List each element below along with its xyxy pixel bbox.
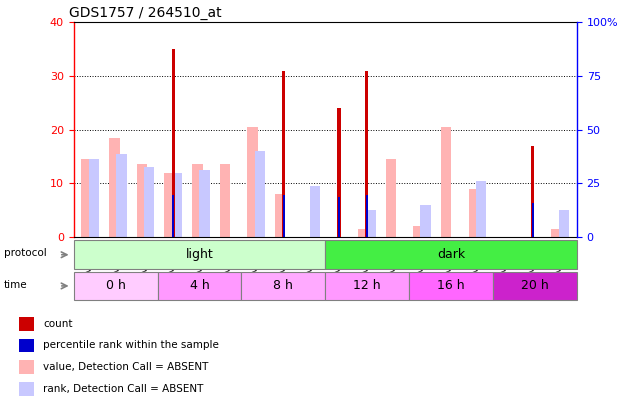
Bar <box>358 229 369 237</box>
Bar <box>172 195 174 237</box>
Bar <box>476 181 487 237</box>
Bar <box>19 339 34 352</box>
Bar <box>325 240 577 269</box>
Bar <box>469 189 479 237</box>
Text: percentile rank within the sample: percentile rank within the sample <box>44 341 219 350</box>
Bar <box>441 127 451 237</box>
Text: 20 h: 20 h <box>521 279 549 292</box>
Text: count: count <box>44 319 73 328</box>
Text: light: light <box>186 248 213 261</box>
Text: 8 h: 8 h <box>274 279 294 292</box>
Bar <box>420 205 431 237</box>
Bar <box>337 108 341 237</box>
Bar <box>338 197 340 237</box>
Text: 4 h: 4 h <box>190 279 210 292</box>
Bar <box>116 154 127 237</box>
Bar <box>172 49 175 237</box>
Bar <box>144 167 154 237</box>
Bar <box>531 202 533 237</box>
Text: GDS1757 / 264510_at: GDS1757 / 264510_at <box>69 6 221 20</box>
Text: dark: dark <box>437 248 465 261</box>
Bar <box>19 382 34 396</box>
Bar <box>137 164 147 237</box>
Bar <box>88 159 99 237</box>
Bar <box>365 210 376 237</box>
Text: 12 h: 12 h <box>353 279 381 292</box>
Bar <box>109 138 120 237</box>
Bar <box>192 164 203 237</box>
Bar <box>282 70 285 237</box>
Bar <box>531 146 535 237</box>
Bar <box>220 164 230 237</box>
Bar <box>386 159 396 237</box>
Bar <box>19 317 34 330</box>
Text: 0 h: 0 h <box>106 279 126 292</box>
Bar <box>164 173 175 237</box>
Text: protocol: protocol <box>4 248 46 258</box>
Bar <box>172 173 182 237</box>
Bar <box>275 194 285 237</box>
Bar <box>493 272 577 300</box>
Bar <box>409 272 493 300</box>
Bar <box>158 272 242 300</box>
Text: time: time <box>4 279 28 290</box>
Bar <box>365 70 369 237</box>
Text: rank, Detection Call = ABSENT: rank, Detection Call = ABSENT <box>44 384 204 394</box>
Bar <box>283 195 285 237</box>
Bar <box>247 127 258 237</box>
Text: 16 h: 16 h <box>437 279 465 292</box>
Bar <box>559 210 569 237</box>
Bar <box>413 226 424 237</box>
Bar <box>74 272 158 300</box>
Text: value, Detection Call = ABSENT: value, Detection Call = ABSENT <box>44 362 208 372</box>
Bar <box>366 195 368 237</box>
Bar <box>74 240 325 269</box>
Bar <box>242 272 325 300</box>
Bar <box>199 170 210 237</box>
Bar <box>325 272 409 300</box>
Bar <box>254 151 265 237</box>
Bar <box>551 229 562 237</box>
Bar <box>19 360 34 374</box>
Bar <box>81 159 92 237</box>
Bar <box>310 186 320 237</box>
